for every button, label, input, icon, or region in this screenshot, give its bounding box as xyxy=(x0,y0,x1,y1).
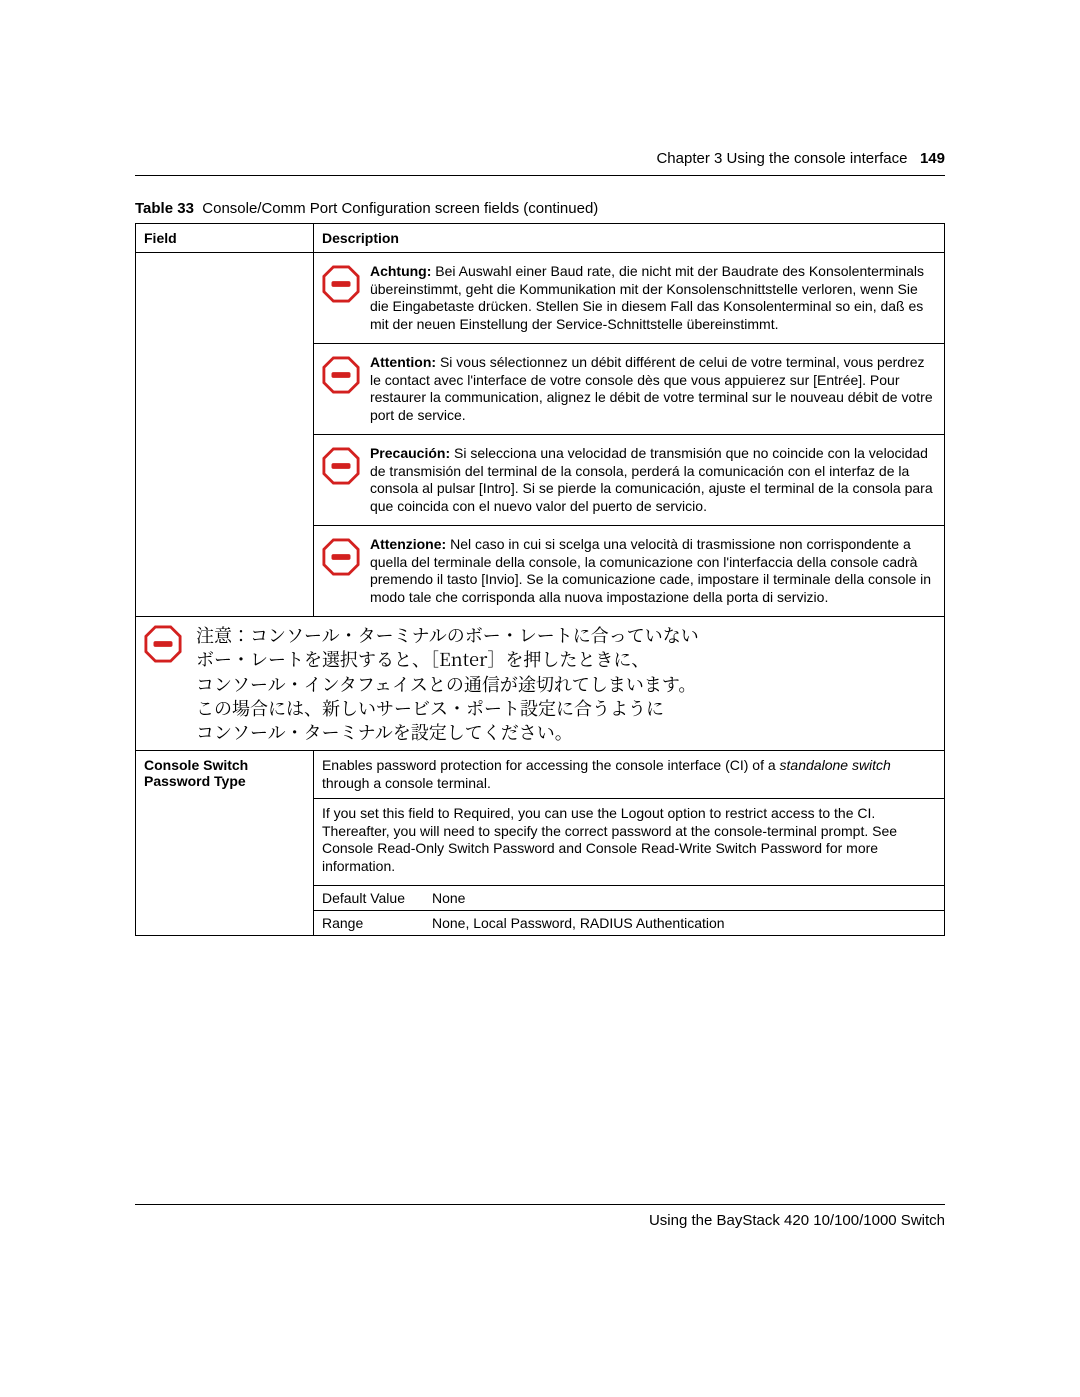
default-value-label: Default Value xyxy=(314,886,432,911)
warning-it: Attenzione: Nel caso in cui si scelga un… xyxy=(314,526,944,616)
header-description: Description xyxy=(313,224,944,253)
footer-rule xyxy=(135,1204,945,1205)
table-caption: Table 33 Console/Comm Port Configuration… xyxy=(135,200,945,217)
desc-paragraph-2: If you set this field to Required, you c… xyxy=(314,798,944,881)
default-value: None xyxy=(432,886,944,911)
range-row: Range None, Local Password, RADIUS Authe… xyxy=(314,911,944,936)
table-caption-label: Table 33 xyxy=(135,200,194,217)
caution-icon xyxy=(322,538,360,579)
description-cell: Enables password protection for accessin… xyxy=(313,751,944,936)
desc-paragraph-1: Enables password protection for accessin… xyxy=(314,751,944,798)
warning-ja-cell: 注意：コンソール・ターミナルのボー・レートに合っていない ボー・レートを選択する… xyxy=(136,617,945,751)
table-row: Console Switch Password Type Enables pas… xyxy=(136,751,945,936)
warning-text-es: Precaución: Si selecciona una velocidad … xyxy=(370,445,936,515)
field-label-l2: Password Type xyxy=(144,773,246,789)
warning-es: Precaución: Si selecciona una velocidad … xyxy=(314,435,944,526)
default-value-row: Default Value None xyxy=(314,886,944,911)
config-table: Field Description Achtung: Bei Auswahl e… xyxy=(135,223,945,936)
caution-icon xyxy=(322,356,360,397)
warning-cell: Achtung: Bei Auswahl einer Baud rate, di… xyxy=(313,253,944,617)
caution-icon xyxy=(144,625,182,666)
header-rule xyxy=(135,175,945,176)
caution-icon xyxy=(322,265,360,306)
table-header-row: Field Description xyxy=(136,224,945,253)
footer-text: Using the BayStack 420 10/100/1000 Switc… xyxy=(649,1212,945,1229)
table-caption-text: Console/Comm Port Configuration screen f… xyxy=(202,200,598,217)
header-field: Field xyxy=(136,224,314,253)
warning-text-fr: Attention: Si vous sélectionnez un débit… xyxy=(370,354,936,424)
chapter-title: Chapter 3 Using the console interface xyxy=(656,150,907,167)
field-cell: Console Switch Password Type xyxy=(136,751,314,936)
field-label-l1: Console Switch xyxy=(144,757,248,773)
range-label: Range xyxy=(314,911,432,936)
warning-text-it: Attenzione: Nel caso in cui si scelga un… xyxy=(370,536,936,606)
field-cell-empty xyxy=(136,253,314,617)
page-number: 149 xyxy=(920,150,945,167)
warning-text-de: Achtung: Bei Auswahl einer Baud rate, di… xyxy=(370,263,936,333)
warning-de: Achtung: Bei Auswahl einer Baud rate, di… xyxy=(314,253,944,344)
document-page: Chapter 3 Using the console interface 14… xyxy=(0,0,1080,1397)
range-value: None, Local Password, RADIUS Authenticat… xyxy=(432,911,944,936)
chapter-header: Chapter 3 Using the console interface 14… xyxy=(656,150,945,167)
table-row: Achtung: Bei Auswahl einer Baud rate, di… xyxy=(136,253,945,617)
warning-fr: Attention: Si vous sélectionnez un débit… xyxy=(314,344,944,435)
default-range-subtable: Default Value None Range None, Local Pas… xyxy=(314,885,944,935)
warning-text-ja: 注意：コンソール・ターミナルのボー・レートに合っていない ボー・レートを選択する… xyxy=(196,623,699,744)
caution-icon xyxy=(322,447,360,488)
table-row-ja: 注意：コンソール・ターミナルのボー・レートに合っていない ボー・レートを選択する… xyxy=(136,617,945,751)
